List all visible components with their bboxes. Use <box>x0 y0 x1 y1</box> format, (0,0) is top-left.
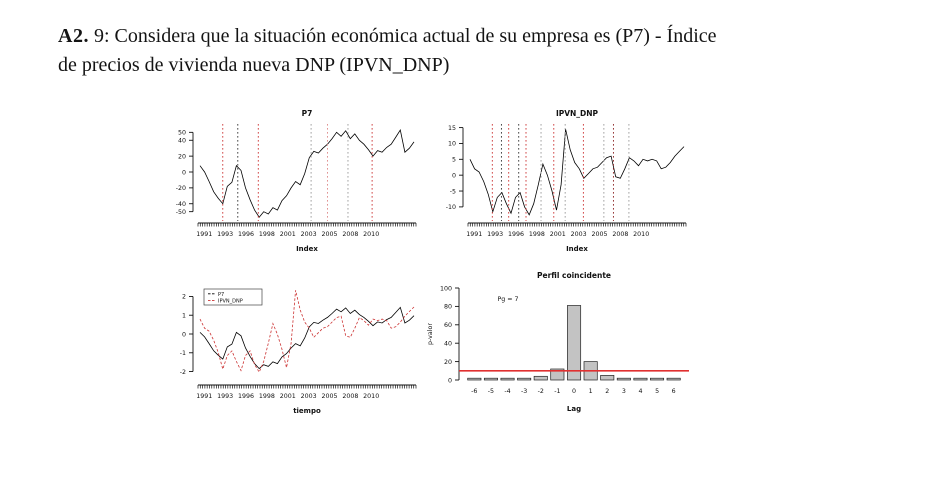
svg-text:2008: 2008 <box>612 231 628 238</box>
svg-text:2003: 2003 <box>301 393 317 400</box>
svg-text:1: 1 <box>589 388 593 395</box>
svg-text:40: 40 <box>178 138 186 145</box>
svg-text:1991: 1991 <box>466 231 482 238</box>
svg-text:20: 20 <box>444 359 452 366</box>
svg-text:IPVN_DNP: IPVN_DNP <box>556 109 599 118</box>
svg-text:Index: Index <box>566 245 588 253</box>
svg-text:-50: -50 <box>176 209 186 216</box>
svg-text:2001: 2001 <box>280 231 296 238</box>
svg-text:5: 5 <box>655 388 659 395</box>
svg-text:-20: -20 <box>176 185 186 192</box>
svg-text:Perfil coincidente: Perfil coincidente <box>537 271 611 280</box>
chart-ipvn-dnp: IPVN_DNP 15 10 5 0 -5 -10 1991 1993 1996 1998 2001 2… <box>446 109 687 253</box>
svg-text:P7: P7 <box>218 292 224 298</box>
svg-text:80: 80 <box>444 304 452 311</box>
svg-text:4: 4 <box>638 388 642 395</box>
svg-text:100: 100 <box>440 285 452 292</box>
svg-text:IPVN_DNP: IPVN_DNP <box>218 298 243 304</box>
svg-text:2010: 2010 <box>363 393 379 400</box>
svg-text:2001: 2001 <box>280 393 296 400</box>
svg-text:2010: 2010 <box>363 231 379 238</box>
caption-numeral: A2. <box>58 25 89 47</box>
svg-text:10: 10 <box>448 141 456 148</box>
svg-text:-6: -6 <box>471 388 477 395</box>
svg-text:40: 40 <box>444 341 452 348</box>
svg-text:2: 2 <box>182 294 186 301</box>
svg-text:-5: -5 <box>488 388 494 395</box>
svg-text:0: 0 <box>448 377 452 384</box>
svg-text:2005: 2005 <box>591 231 607 238</box>
svg-text:2010: 2010 <box>633 231 649 238</box>
svg-text:-10: -10 <box>446 204 456 211</box>
svg-text:1993: 1993 <box>217 231 233 238</box>
svg-text:-5: -5 <box>450 188 456 195</box>
svg-text:-1: -1 <box>554 388 560 395</box>
svg-text:2008: 2008 <box>342 231 358 238</box>
svg-text:-3: -3 <box>521 388 527 395</box>
svg-text:2005: 2005 <box>321 393 337 400</box>
svg-text:0: 0 <box>182 331 186 338</box>
svg-text:1993: 1993 <box>217 393 233 400</box>
svg-text:1998: 1998 <box>529 231 545 238</box>
svg-text:-40: -40 <box>176 201 186 208</box>
chart-perfil-coincidente: Perfil coincidente020406080100p-valor-6-… <box>427 271 689 413</box>
svg-text:3: 3 <box>622 388 626 395</box>
svg-text:1998: 1998 <box>259 231 275 238</box>
svg-text:1998: 1998 <box>259 393 275 400</box>
svg-text:-4: -4 <box>504 388 510 395</box>
svg-text:Index: Index <box>296 245 318 253</box>
svg-text:0: 0 <box>452 172 456 179</box>
svg-text:0: 0 <box>572 388 576 395</box>
svg-text:tiempo: tiempo <box>293 407 321 415</box>
svg-text:2005: 2005 <box>321 231 337 238</box>
figure-caption: A2. 9: Considera que la situación económ… <box>58 22 888 80</box>
svg-text:1996: 1996 <box>238 231 254 238</box>
svg-text:Pg = 7: Pg = 7 <box>497 296 518 303</box>
svg-text:-1: -1 <box>180 350 186 357</box>
svg-text:1991: 1991 <box>196 393 212 400</box>
svg-text:2: 2 <box>605 388 609 395</box>
svg-text:0: 0 <box>182 169 186 176</box>
svg-text:1: 1 <box>182 313 186 320</box>
svg-text:2003: 2003 <box>571 231 587 238</box>
svg-text:2003: 2003 <box>301 231 317 238</box>
svg-text:1996: 1996 <box>238 393 254 400</box>
svg-text:60: 60 <box>444 322 452 329</box>
svg-text:2008: 2008 <box>342 393 358 400</box>
svg-text:5: 5 <box>452 157 456 164</box>
chart-standardized-overlay: 2 1 0 -1 -2 1991 1993 1996 1998 2001 2003 2005 2008 2… <box>180 288 417 415</box>
svg-text:-2: -2 <box>180 369 186 376</box>
svg-text:1991: 1991 <box>196 231 212 238</box>
svg-text:1996: 1996 <box>508 231 524 238</box>
svg-text:50: 50 <box>178 130 186 137</box>
caption-line-2: de precios de vivienda nueva DNP (IPVN_D… <box>58 54 450 76</box>
svg-text:1993: 1993 <box>487 231 503 238</box>
svg-text:6: 6 <box>672 388 676 395</box>
svg-text:15: 15 <box>448 125 456 132</box>
svg-text:-2: -2 <box>538 388 544 395</box>
svg-text:p-valor: p-valor <box>427 323 434 345</box>
svg-text:P7: P7 <box>302 109 313 118</box>
svg-text:Lag: Lag <box>567 405 581 413</box>
svg-text:20: 20 <box>178 153 186 160</box>
svg-text:2001: 2001 <box>550 231 566 238</box>
caption-line-1: A2. 9: Considera que la situación económ… <box>58 25 717 47</box>
